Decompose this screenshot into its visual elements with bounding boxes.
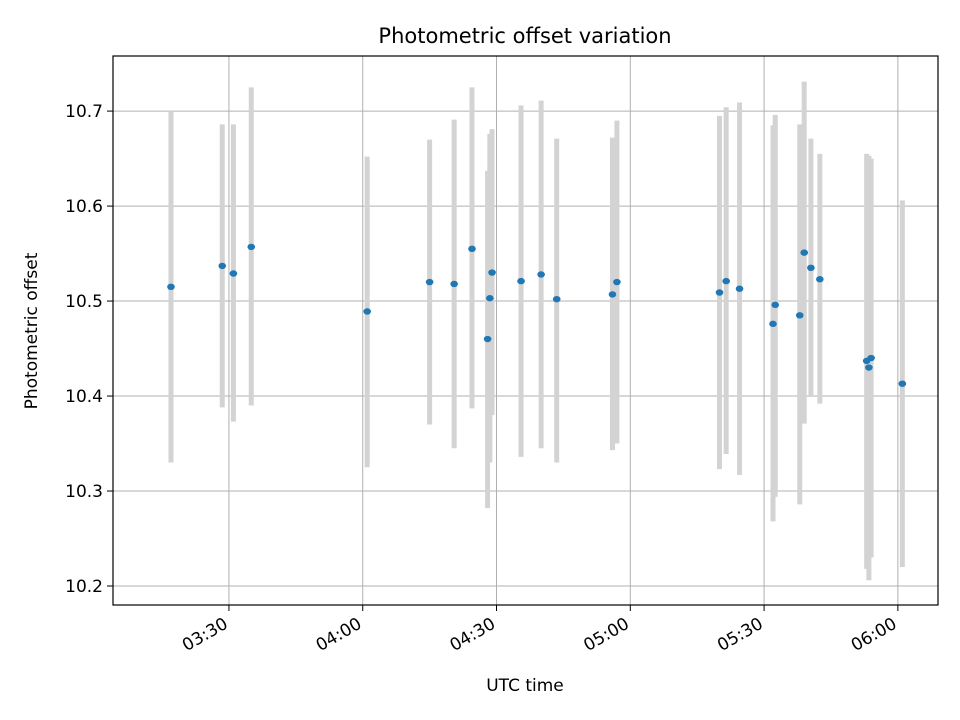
data-point [167,283,175,291]
data-point [363,308,371,315]
data-point [613,278,621,286]
x-axis-label: UTC time [486,676,564,696]
data-point [552,295,561,303]
data-point [483,335,492,343]
data-point [517,277,525,285]
data-point [468,245,476,253]
data-point [715,289,724,296]
y-axis-label: Photometric offset [22,252,42,409]
data-point [816,276,824,283]
y-tick-label: 10.4 [65,387,103,407]
data-point [800,249,809,256]
y-tick-label: 10.5 [65,292,103,312]
data-point [537,271,545,278]
y-tick-label: 10.3 [65,482,103,502]
data-point [488,269,496,276]
data-point [898,380,907,387]
data-point [735,285,744,292]
data-point [807,264,815,272]
data-point [608,291,617,298]
data-point [722,277,730,285]
data-point [865,364,873,371]
data-point [486,295,494,302]
markers [167,243,907,387]
chart-title: Photometric offset variation [378,24,671,48]
data-point [771,301,780,309]
data-point [218,262,227,270]
data-point [867,354,875,362]
data-point [425,278,434,286]
data-point [795,312,804,319]
plot-frame [112,55,939,606]
y-tick-label: 10.2 [65,577,103,597]
data-point [450,280,458,288]
data-point [229,270,238,277]
y-tick-label: 10.6 [65,197,103,217]
y-tick-label: 10.7 [65,102,103,122]
y-axis: 10.2 10.3 10.4 10.5 10.6 10.7 [65,102,113,597]
data-point [769,320,777,328]
data-point [247,243,256,251]
